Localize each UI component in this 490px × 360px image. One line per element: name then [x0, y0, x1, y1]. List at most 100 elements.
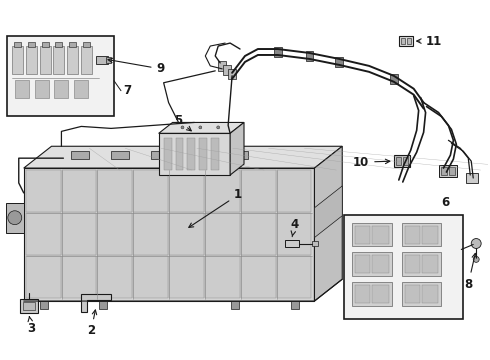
Bar — [231, 301, 239, 309]
Bar — [151, 151, 169, 159]
Bar — [241, 213, 276, 255]
Bar — [53, 46, 64, 74]
Circle shape — [181, 126, 184, 129]
Polygon shape — [81, 294, 111, 312]
Bar — [313, 240, 318, 247]
Bar — [83, 42, 90, 47]
Bar — [421, 255, 439, 273]
Bar — [396, 157, 401, 165]
Text: 2: 2 — [87, 310, 97, 337]
Bar — [241, 170, 276, 212]
Bar — [402, 252, 441, 276]
Bar — [7, 36, 114, 116]
Bar — [277, 170, 312, 212]
Bar — [68, 46, 78, 74]
Circle shape — [217, 126, 220, 129]
Bar — [407, 38, 411, 44]
Bar — [55, 42, 62, 47]
Bar — [421, 226, 439, 243]
Text: 4: 4 — [291, 218, 299, 237]
Bar — [466, 173, 478, 183]
Bar — [390, 74, 398, 84]
Bar — [355, 285, 370, 303]
Text: 11: 11 — [416, 35, 441, 48]
Bar — [449, 167, 455, 175]
Polygon shape — [315, 186, 342, 238]
Circle shape — [8, 211, 22, 225]
Bar — [98, 213, 132, 255]
Bar — [405, 285, 419, 303]
Bar — [285, 239, 298, 247]
Bar — [12, 46, 23, 74]
Polygon shape — [24, 146, 342, 168]
Bar — [355, 226, 370, 243]
Bar — [402, 223, 441, 247]
Bar — [25, 46, 37, 74]
Bar — [399, 36, 413, 46]
Circle shape — [199, 126, 202, 129]
Bar — [352, 252, 392, 276]
Circle shape — [471, 239, 481, 248]
Bar — [441, 167, 447, 175]
Bar — [42, 42, 49, 47]
Bar — [394, 155, 410, 167]
Bar — [62, 170, 97, 212]
Bar — [40, 46, 50, 74]
Bar — [96, 56, 108, 64]
Bar — [440, 165, 457, 177]
Bar — [230, 151, 248, 159]
Text: 3: 3 — [27, 316, 36, 336]
Bar — [199, 138, 207, 170]
Bar — [40, 301, 48, 309]
Bar — [355, 255, 370, 273]
Text: 8: 8 — [464, 253, 476, 291]
Bar — [277, 213, 312, 255]
Bar — [335, 57, 343, 67]
Bar — [191, 151, 208, 159]
Bar — [228, 69, 236, 79]
Bar — [54, 80, 69, 98]
Bar — [188, 138, 196, 170]
Bar — [223, 65, 231, 75]
Bar — [25, 170, 61, 212]
Text: 7: 7 — [123, 84, 131, 97]
Bar — [25, 256, 61, 298]
Bar — [62, 213, 97, 255]
Bar — [133, 256, 168, 298]
Polygon shape — [24, 168, 315, 301]
Bar — [35, 80, 49, 98]
Bar — [111, 151, 129, 159]
Bar — [291, 301, 298, 309]
Text: 10: 10 — [353, 156, 390, 168]
Bar — [133, 170, 168, 212]
Bar — [405, 226, 419, 243]
Bar — [98, 170, 132, 212]
Bar — [205, 213, 240, 255]
Bar — [20, 299, 38, 313]
Bar — [70, 42, 76, 47]
Circle shape — [473, 256, 479, 262]
Bar — [344, 215, 464, 319]
Bar — [403, 157, 408, 165]
Bar — [372, 226, 389, 243]
Bar — [169, 256, 204, 298]
Bar — [106, 57, 111, 63]
Polygon shape — [6, 203, 24, 233]
Bar — [211, 138, 219, 170]
Bar — [352, 282, 392, 306]
Bar — [25, 213, 61, 255]
Bar — [15, 80, 29, 98]
Bar — [205, 256, 240, 298]
Polygon shape — [159, 133, 230, 175]
Bar — [372, 255, 389, 273]
Bar — [218, 61, 226, 71]
Bar — [98, 256, 132, 298]
Bar — [62, 256, 97, 298]
Bar — [169, 170, 204, 212]
Bar — [99, 301, 107, 309]
Bar — [175, 138, 183, 170]
Bar — [421, 285, 439, 303]
Bar — [164, 138, 171, 170]
Text: 1: 1 — [189, 188, 242, 228]
Bar — [352, 223, 392, 247]
